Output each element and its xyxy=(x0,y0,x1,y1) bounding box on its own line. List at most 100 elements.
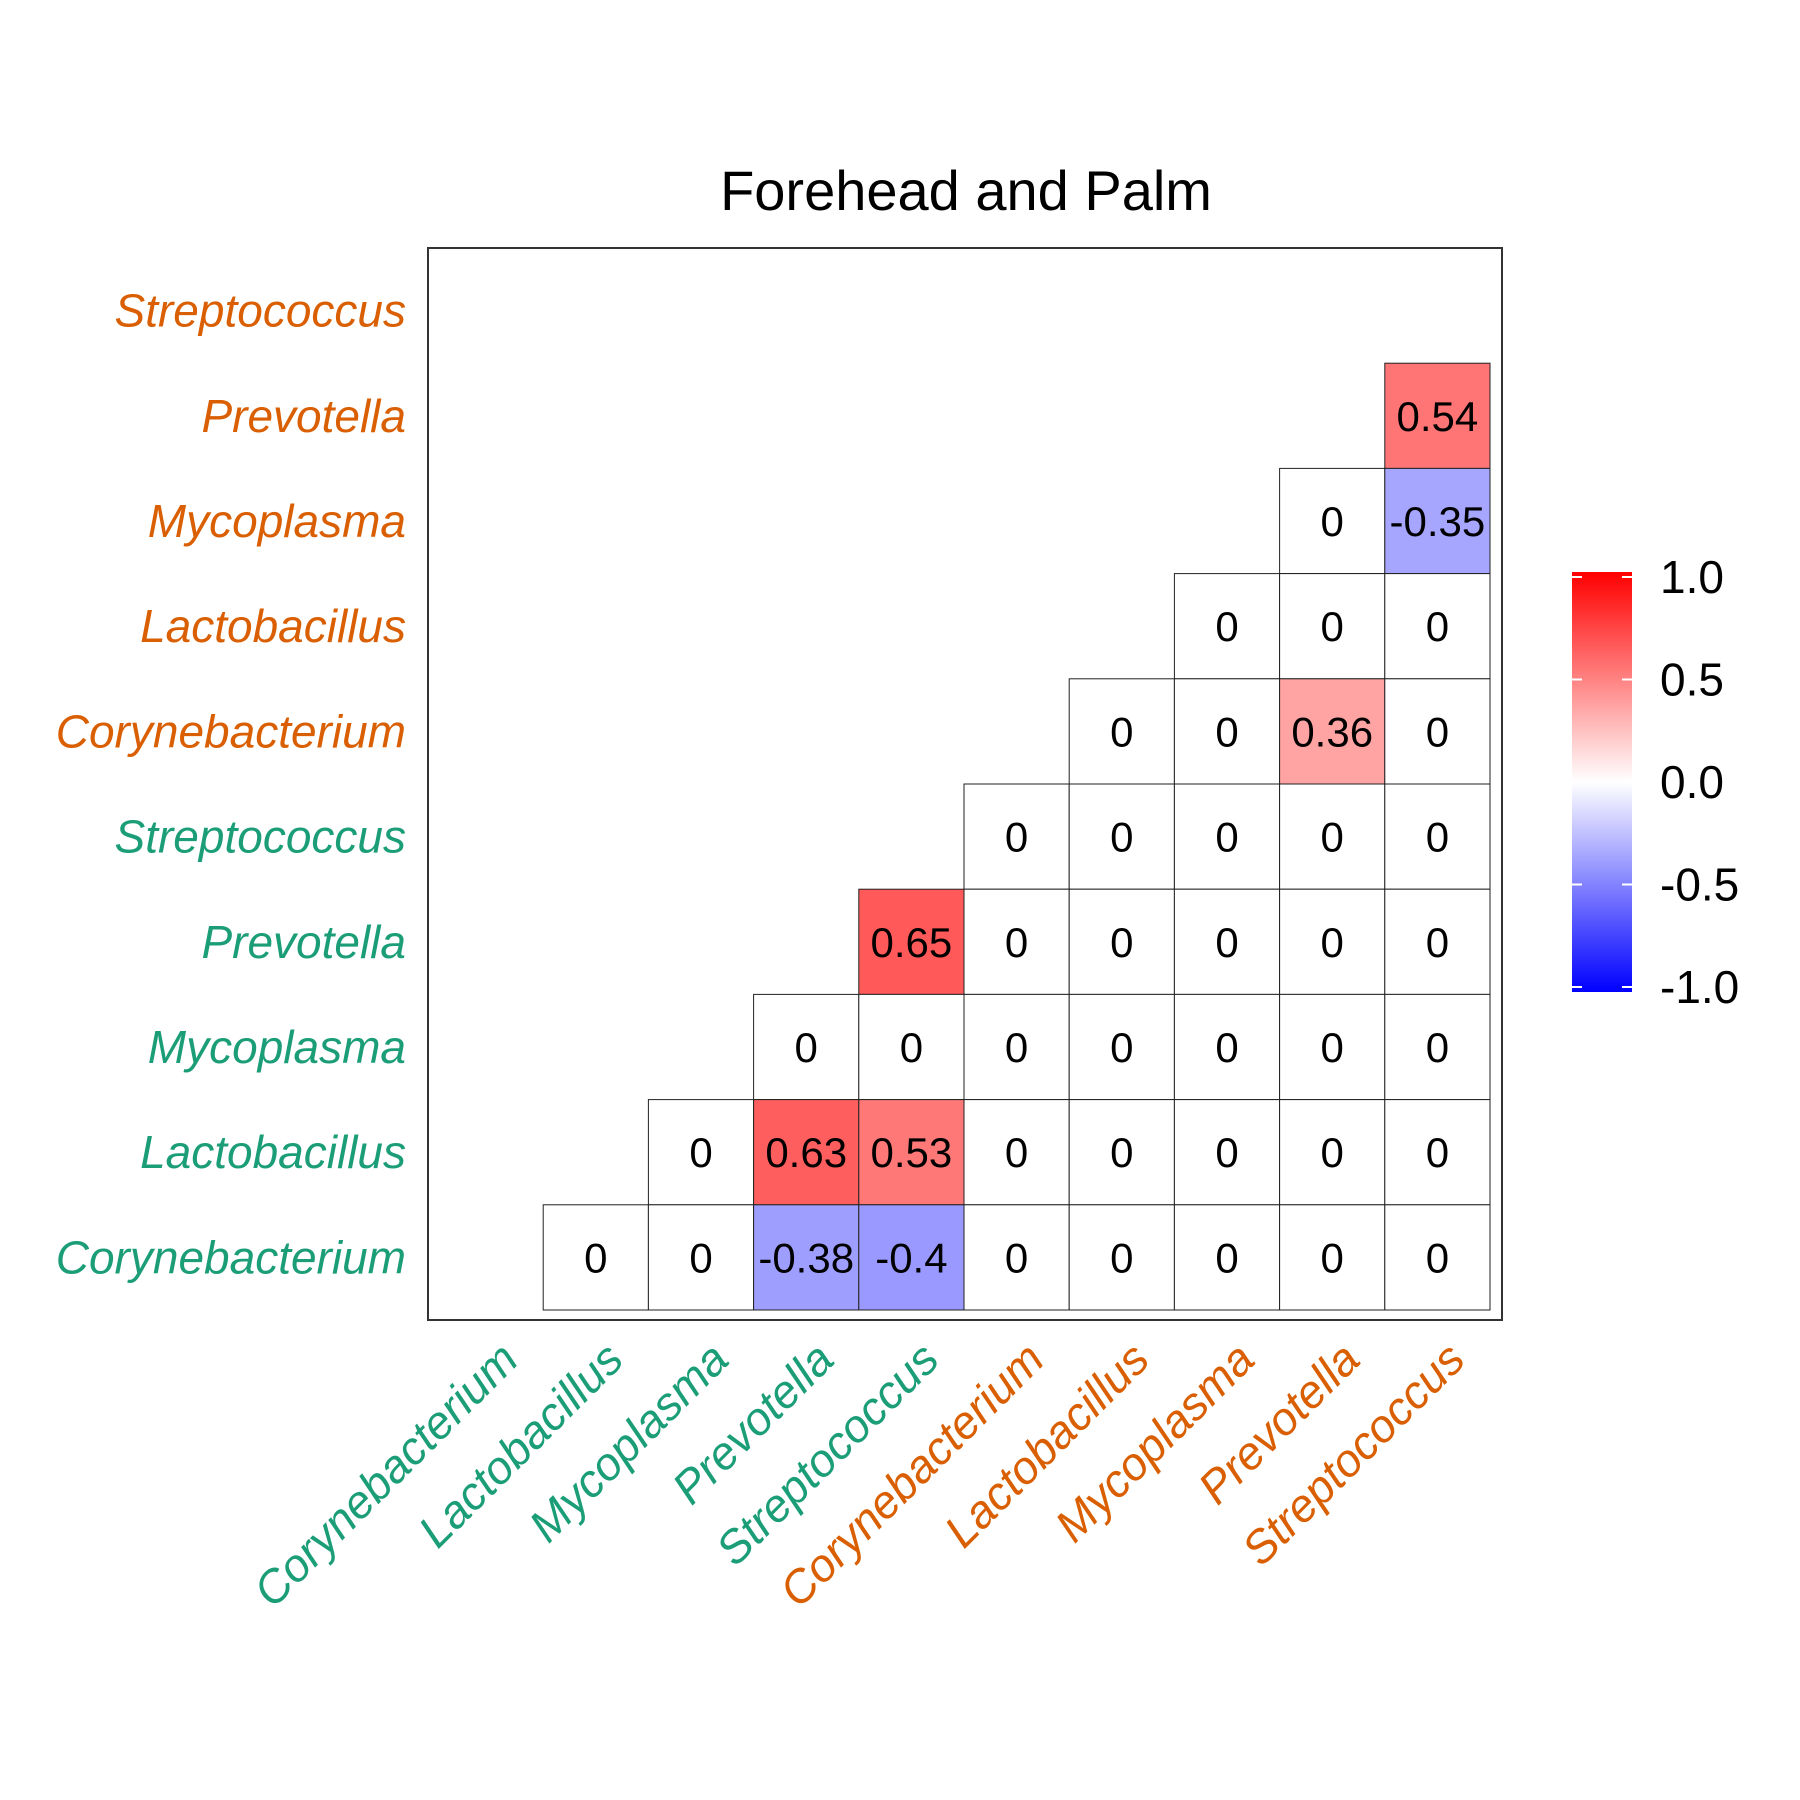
cell-value-label: 0 xyxy=(1110,814,1133,861)
cell-value-label: 0 xyxy=(1110,1129,1133,1176)
cell-value-label: 0 xyxy=(1321,1129,1344,1176)
heatmap-cell xyxy=(1173,783,1281,890)
cell-value-label: -0.35 xyxy=(1390,498,1486,545)
heatmap-cell xyxy=(1173,993,1281,1101)
y-axis-tick-label: Lactobacillus xyxy=(140,600,406,652)
heatmap-cell xyxy=(647,1204,755,1311)
cell-value-label: 0.54 xyxy=(1397,393,1479,440)
y-axis-tick-label: Prevotella xyxy=(201,390,406,442)
heatmap-cell xyxy=(1384,678,1491,785)
cell-value-label: 0 xyxy=(1426,814,1449,861)
heatmap-cell xyxy=(1173,678,1281,785)
y-axis-tick-label: Prevotella xyxy=(201,916,406,968)
cell-value-label: 0 xyxy=(1215,1129,1238,1176)
legend-tick-label: -0.5 xyxy=(1660,859,1739,911)
legend-tick-label: 0.5 xyxy=(1660,654,1724,706)
cell-value-label: 0 xyxy=(1005,1234,1028,1281)
heatmap-cell xyxy=(858,1099,965,1206)
cell-value-label: 0 xyxy=(1005,814,1028,861)
cell-value-label: 0 xyxy=(1426,1024,1449,1071)
heatmap-cell xyxy=(1279,1099,1386,1206)
y-axis-tick-label: Streptococcus xyxy=(115,811,406,863)
heatmap-cell xyxy=(1279,678,1386,785)
cell-value-label: 0 xyxy=(1110,708,1133,755)
cell-value-label: -0.4 xyxy=(875,1234,947,1281)
cell-value-label: 0 xyxy=(1215,1234,1238,1281)
cell-value-label: 0 xyxy=(1321,603,1344,650)
heatmap-cell xyxy=(858,888,965,995)
heatmap-cell xyxy=(1384,1099,1491,1206)
heatmap-cell xyxy=(1173,1204,1281,1311)
cell-value-label: 0 xyxy=(1426,919,1449,966)
heatmap-cell xyxy=(858,1204,965,1311)
color-legend: 1.0 0.5 0.0 -0.5 -1.0 xyxy=(1572,551,1739,1013)
heatmap-cell xyxy=(1068,888,1175,995)
y-axis-tick-label: Mycoplasma xyxy=(148,1021,406,1073)
cell-value-label: 0 xyxy=(900,1024,923,1071)
cell-value-label: -0.38 xyxy=(758,1234,854,1281)
heatmap-cell xyxy=(963,1204,1070,1311)
heatmap-cell xyxy=(542,1204,649,1311)
heatmap-cell xyxy=(1279,888,1386,995)
heatmap-cell xyxy=(1279,1204,1386,1311)
cell-value-label: 0 xyxy=(1321,814,1344,861)
cell-value-label: 0 xyxy=(1321,919,1344,966)
cell-value-label: 0 xyxy=(689,1234,712,1281)
cell-value-label: 0 xyxy=(1110,1024,1133,1071)
heatmap-cell xyxy=(1384,467,1491,575)
cell-value-label: 0 xyxy=(1005,919,1028,966)
heatmap-cell xyxy=(1068,1204,1175,1311)
cell-value-label: 0 xyxy=(1215,1024,1238,1071)
cell-value-label: 0 xyxy=(1110,919,1133,966)
heatmap-cell xyxy=(858,993,965,1101)
cell-value-label: 0 xyxy=(1215,708,1238,755)
legend-tick-label: 1.0 xyxy=(1660,551,1724,603)
cell-value-label: 0 xyxy=(1215,814,1238,861)
heatmap-cell xyxy=(1279,783,1386,890)
heatmap-cell xyxy=(647,1099,755,1206)
heatmap-cell xyxy=(1384,573,1491,680)
heatmap-cell xyxy=(963,783,1070,890)
heatmap-cell xyxy=(963,1099,1070,1206)
cell-value-label: 0 xyxy=(1110,1234,1133,1281)
heatmap-cell xyxy=(1384,888,1491,995)
heatmap-cell xyxy=(1384,993,1491,1101)
heatmap-cell xyxy=(1384,1204,1491,1311)
heatmap-cells: 0.54 0 -0.35 0 0 0 0 0 0.36 0 0 0 0 0 0 0.65 0 0 0 0 0 0 0 0 0 0 0… xyxy=(542,362,1491,1311)
cell-value-label: 0 xyxy=(1426,708,1449,755)
heatmap-cell xyxy=(1173,573,1281,680)
cell-value-label: 0 xyxy=(1426,603,1449,650)
cell-value-label: 0.36 xyxy=(1291,708,1373,755)
cell-value-label: 0 xyxy=(1321,1234,1344,1281)
heatmap-cell xyxy=(753,1204,860,1311)
cell-value-label: 0 xyxy=(1215,919,1238,966)
heatmap-cell xyxy=(753,1099,860,1206)
y-axis-tick-label: Mycoplasma xyxy=(148,495,406,547)
legend-tick-label: 0.0 xyxy=(1660,756,1724,808)
cell-value-label: 0 xyxy=(1215,603,1238,650)
heatmap-cell xyxy=(1384,783,1491,890)
cell-value-label: 0.65 xyxy=(871,919,953,966)
heatmap-cell xyxy=(963,993,1070,1101)
cell-value-label: 0 xyxy=(1005,1129,1028,1176)
cell-value-label: 0.53 xyxy=(871,1129,953,1176)
y-axis-tick-label: Corynebacterium xyxy=(56,1231,406,1283)
cell-value-label: 0 xyxy=(689,1129,712,1176)
plot-panel xyxy=(427,247,1503,1321)
y-axis-tick-label: Lactobacillus xyxy=(140,1126,406,1178)
cell-value-label: 0 xyxy=(1321,1024,1344,1071)
heatmap-cell xyxy=(1279,993,1386,1101)
y-axis-tick-label: Corynebacterium xyxy=(56,705,406,757)
heatmap-cell xyxy=(1279,467,1386,575)
heatmap-cell xyxy=(963,888,1070,995)
y-axis-tick-label: Streptococcus xyxy=(115,285,406,337)
cell-value-label: 0 xyxy=(1005,1024,1028,1071)
legend-tick-label: -1.0 xyxy=(1660,961,1739,1013)
cell-value-label: 0 xyxy=(795,1024,818,1071)
heatmap-cell xyxy=(1068,783,1175,890)
cell-value-label: 0.63 xyxy=(765,1129,847,1176)
x-axis-labels: CorynebacteriumLactobacillusMycoplasmaPr… xyxy=(243,1332,1474,1616)
chart-title: Forehead and Palm xyxy=(720,159,1212,222)
heatmap-cell xyxy=(1068,678,1175,785)
